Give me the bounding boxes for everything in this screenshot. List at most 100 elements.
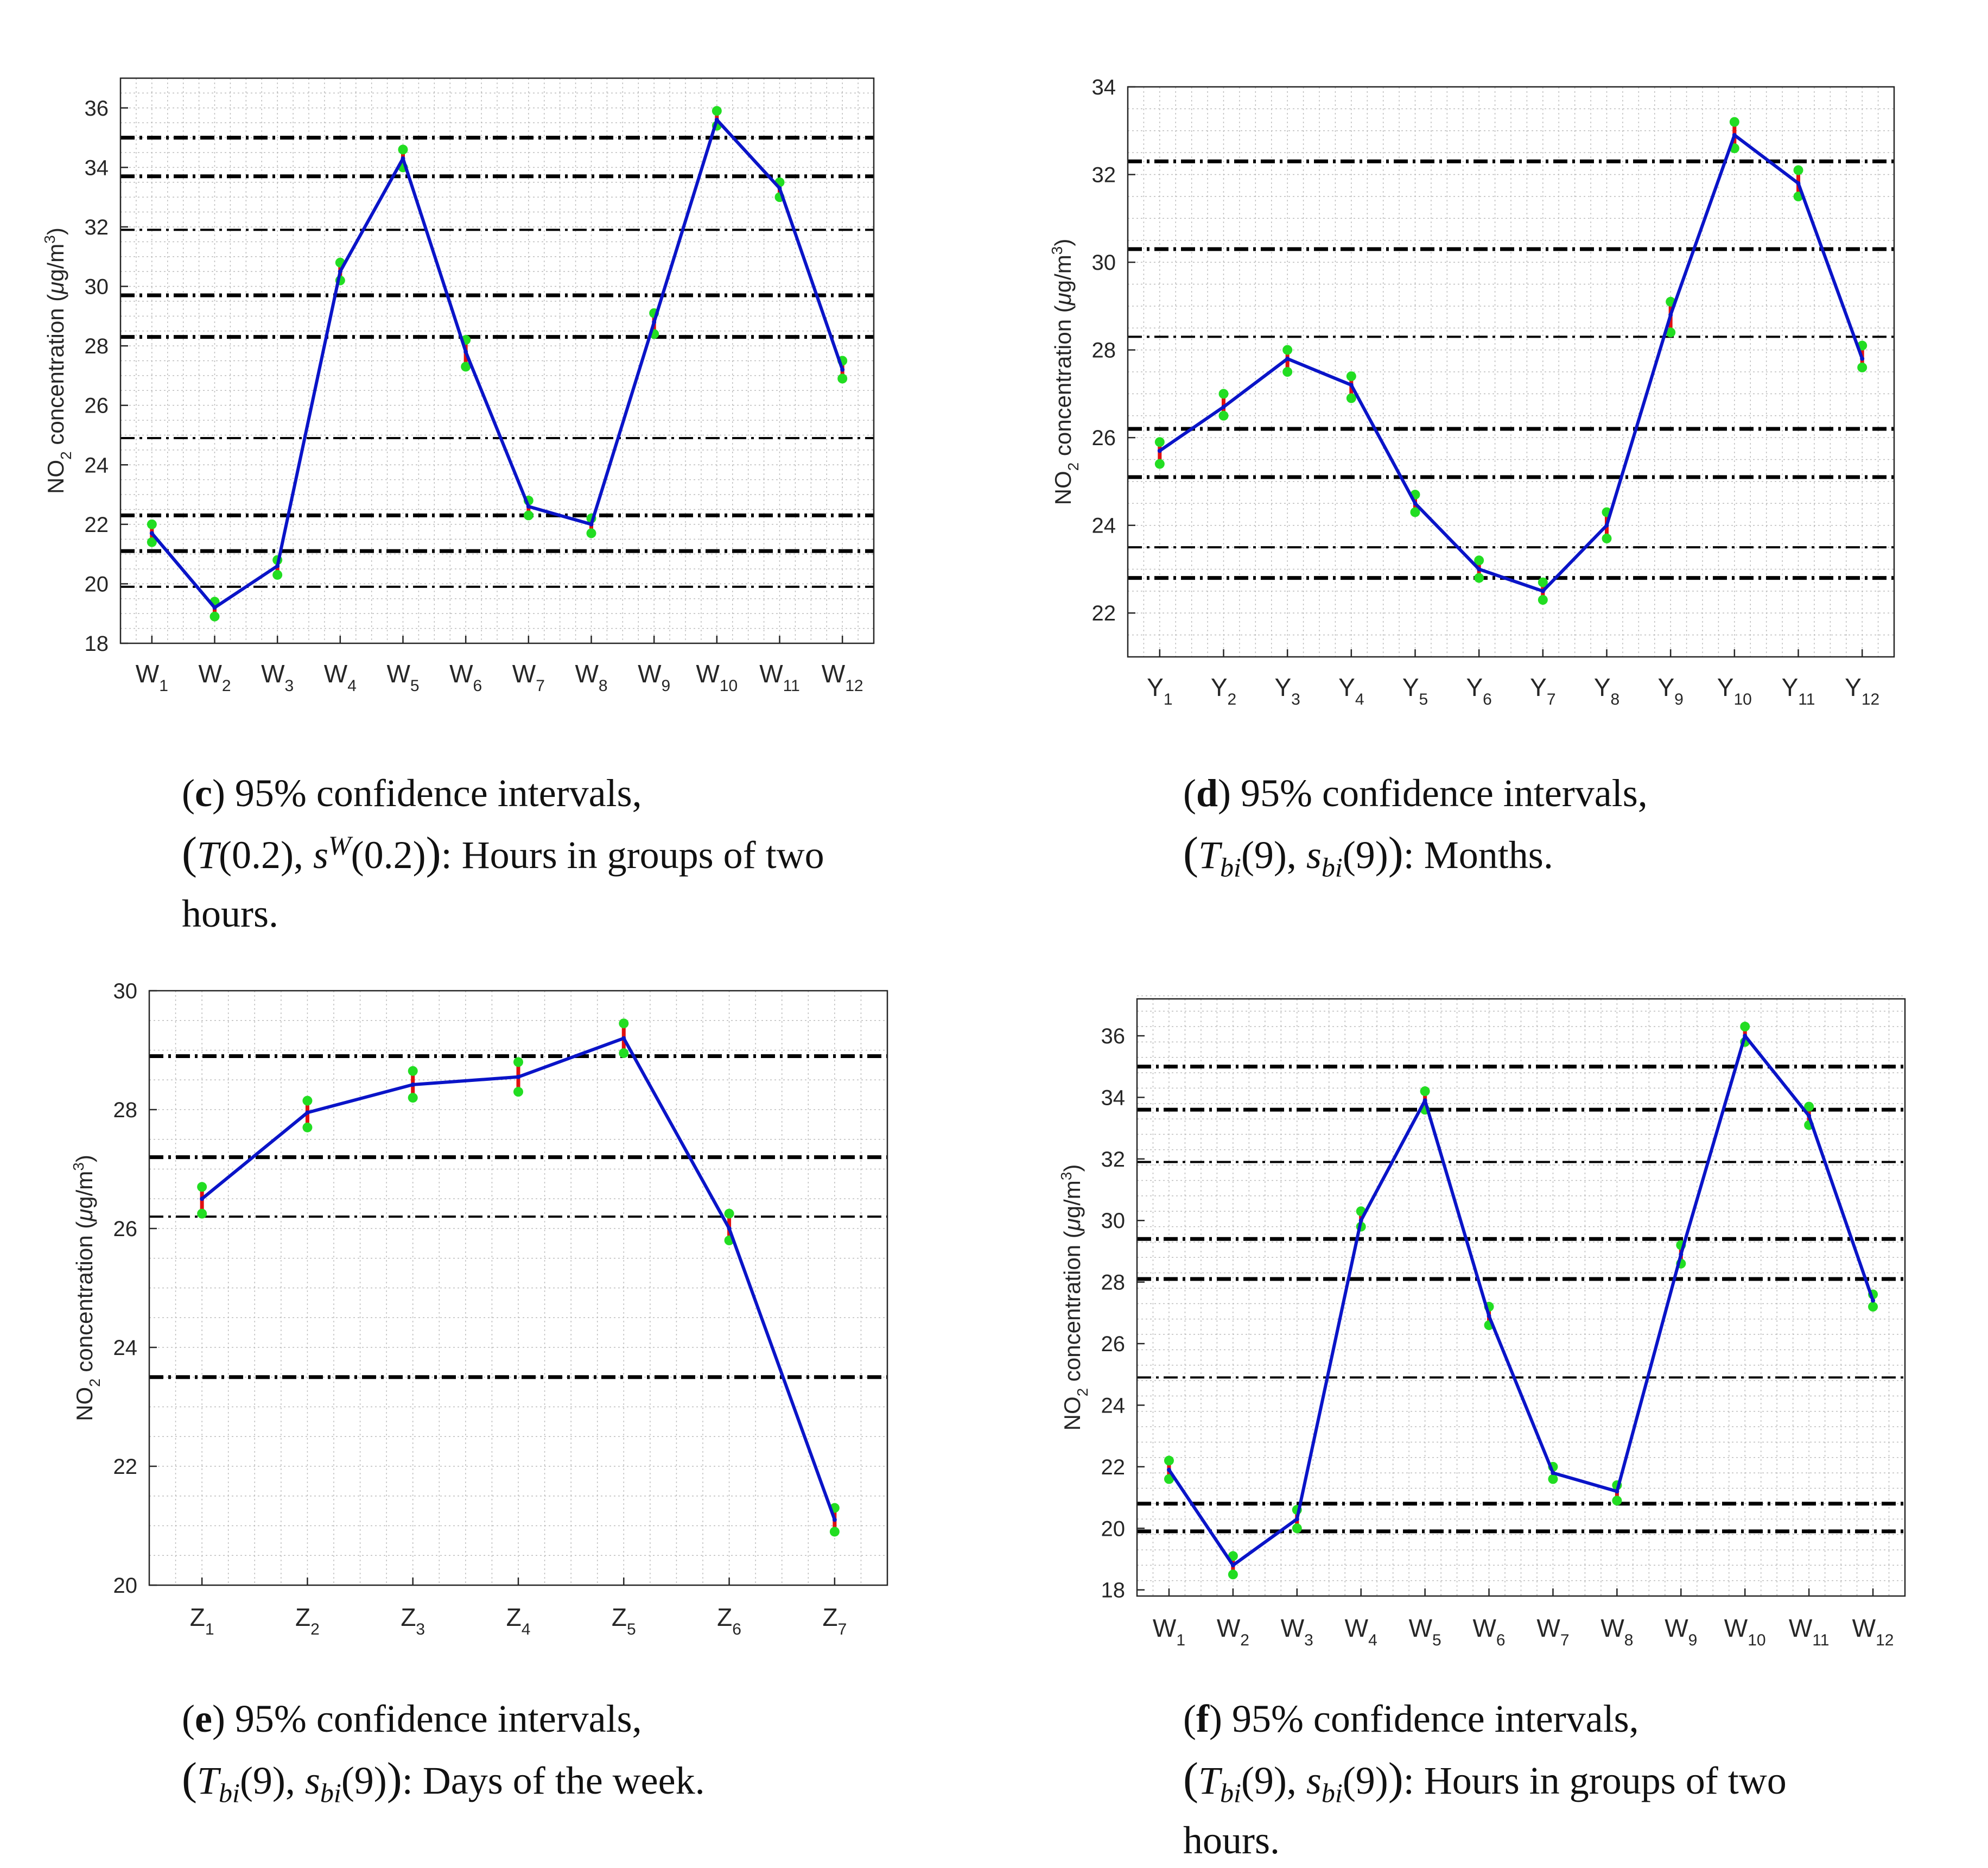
- caption-d-letter: d: [1196, 771, 1218, 815]
- caption-c: (c) 95% confidence intervals, (T(0.2), s…: [182, 765, 824, 941]
- chart-c-series-point: [652, 320, 657, 325]
- chart-c-x-tick-label: W12: [822, 660, 863, 695]
- chart-f-y-tick-label: 18: [1101, 1579, 1126, 1603]
- caption-c-s-sup: W: [328, 830, 351, 861]
- chart-c-ci-low-point: [272, 569, 283, 580]
- chart-f-x-axis: W1 W2 W3 W4 W5 W6 W7 W8 W9 W10 W11 W12: [1153, 1588, 1894, 1649]
- chart-c-ci-low-point: [461, 362, 471, 372]
- chart-d-x-tick-label: Y1: [1147, 673, 1172, 708]
- chart-c-y-axis: 18 20 22 24 26 28 30 32 34 36: [85, 97, 128, 656]
- chart-d-series-point: [1221, 404, 1226, 409]
- chart-d-x-tick-label: Y11: [1782, 673, 1815, 708]
- chart-d-ci-low-point: [1154, 459, 1165, 469]
- chart-d-y-tick-label: 32: [1092, 163, 1116, 187]
- chart-f-x-tick-label: W9: [1665, 1614, 1697, 1649]
- chart-f-x-tick-label: W6: [1472, 1614, 1505, 1649]
- chart-c-ci-high-point: [147, 519, 157, 529]
- chart-d-ci-low-point: [1282, 367, 1293, 377]
- caption-c-s-arg: (0.2): [351, 833, 426, 877]
- chart-d-x-tick-label: Y10: [1717, 673, 1752, 708]
- chart-f-y-tick-label: 22: [1101, 1455, 1126, 1479]
- chart-d-series-line: [1159, 133, 1864, 593]
- chart-f-series-point: [1487, 1314, 1491, 1319]
- chart-e-series-point: [200, 1196, 205, 1201]
- caption-d: (d) 95% confidence intervals, (Tbi(9), s…: [1183, 765, 1648, 887]
- chart-f-y-tick-label: 32: [1101, 1148, 1126, 1172]
- chart-d-series-point: [1604, 523, 1609, 528]
- chart-e-y-tick-label: 24: [113, 1336, 138, 1360]
- caption-e-tail: : Days of the week.: [402, 1759, 705, 1803]
- chart-e-series-point: [305, 1110, 310, 1115]
- chart-c-ci-low-point: [523, 510, 533, 521]
- chart-f-x-tick-label: W2: [1217, 1614, 1249, 1649]
- chart-e-x-tick-label: Z3: [401, 1603, 425, 1638]
- caption-f-text: ) 95% confidence intervals,: [1209, 1697, 1639, 1740]
- chart-f-series-point: [1358, 1218, 1363, 1223]
- chart-c-y-tick-label: 24: [85, 453, 109, 477]
- chart-e-y-tick-label: 26: [113, 1217, 138, 1241]
- chart-c-series-point: [777, 186, 782, 191]
- chart-d-series-point: [1796, 181, 1801, 186]
- chart-d-y-tick-label: 26: [1092, 426, 1116, 450]
- chart-c-series-point: [338, 269, 342, 274]
- chart-c-x-tick-label: W10: [696, 660, 738, 695]
- caption-d-text: ) 95% confidence intervals,: [1218, 771, 1648, 815]
- caption-e-T-sub: bi: [219, 1777, 240, 1808]
- chart-c-y-tick-label: 34: [85, 156, 109, 180]
- caption-f-s-arg: (9): [1342, 1759, 1388, 1803]
- chart-c-x-tick-label: W2: [198, 660, 231, 695]
- chart-d-ci-high-point: [1154, 437, 1165, 447]
- chart-c-grid: [120, 78, 874, 644]
- chart-f-series-point: [1551, 1471, 1555, 1476]
- chart-f-x-tick-label: W7: [1536, 1614, 1569, 1649]
- chart-e-ci-high-point: [619, 1018, 629, 1029]
- chart-f-ci-low-point: [1548, 1474, 1558, 1484]
- caption-f-s: s: [1306, 1759, 1322, 1803]
- chart-c-series-point: [840, 367, 845, 372]
- chart-d-reference-lines: [1128, 159, 1894, 580]
- chart-c-y-tick-label: 30: [85, 275, 109, 299]
- caption-e-s-sub: bi: [320, 1777, 341, 1808]
- chart-e-y-axis-label: NO2 concentration (μg/m3): [70, 1155, 103, 1421]
- caption-e-s: s: [304, 1759, 320, 1803]
- chart-c-y-tick-label: 20: [85, 572, 109, 596]
- chart-c-x-tick-label: W11: [759, 660, 800, 695]
- caption-c-s: s: [313, 833, 329, 877]
- chart-c-ci-low-point: [209, 611, 220, 622]
- chart-d-ci-low-point: [1602, 533, 1612, 543]
- chart-c-y-tick-label: 32: [85, 216, 109, 239]
- chart-c-series-point: [149, 531, 154, 536]
- chart-c-x-tick-label: W8: [575, 660, 607, 695]
- chart-f-ci-low-point: [1292, 1523, 1302, 1534]
- chart-f-y-tick-label: 20: [1101, 1517, 1126, 1541]
- chart-f-y-tick-label: 24: [1101, 1394, 1126, 1417]
- chart-d-ci-low-point: [1666, 327, 1676, 338]
- chart-c-series-point: [526, 504, 531, 509]
- chart-c-y-tick-label: 18: [85, 632, 109, 656]
- chart-d-y-axis: 22 24 26 28 30 32 34: [1092, 75, 1135, 625]
- chart-f-ci-low-point: [1868, 1302, 1878, 1312]
- chart-f-y-tick-label: 26: [1101, 1332, 1126, 1356]
- chart-d-ci-high-point: [1474, 555, 1484, 566]
- caption-d-s-sub: bi: [1321, 852, 1343, 883]
- chart-f-series-point: [1807, 1113, 1812, 1118]
- chart-d-ci-high-point: [1346, 371, 1356, 382]
- caption-f: (f) 95% confidence intervals, (Tbi(9), s…: [1183, 1691, 1787, 1868]
- chart-e-ci-low-point: [408, 1093, 418, 1103]
- chart-f-ci-high-point: [1804, 1101, 1814, 1112]
- chart-e-series-point: [621, 1036, 626, 1041]
- caption-d-tail: : Months.: [1403, 833, 1553, 877]
- caption-d-T-arg: (9),: [1241, 833, 1306, 877]
- chart-f-y-tick-label: 28: [1101, 1271, 1126, 1295]
- caption-d-line-2: (Tbi(9), sbi(9)): Months.: [1183, 828, 1553, 883]
- chart-d-x-tick-label: Y7: [1530, 673, 1555, 708]
- chart-d-ci-low-point: [1857, 362, 1868, 372]
- chart-f-x-tick-label: W11: [1789, 1614, 1830, 1649]
- chart-f-x-tick-label: W12: [1852, 1614, 1894, 1649]
- chart-e-ci-high-point: [724, 1208, 734, 1219]
- chart-d-x-tick-label: Y5: [1402, 673, 1428, 708]
- chart-d-x-tick-label: Y8: [1594, 673, 1619, 708]
- chart-d-series-point: [1540, 588, 1545, 593]
